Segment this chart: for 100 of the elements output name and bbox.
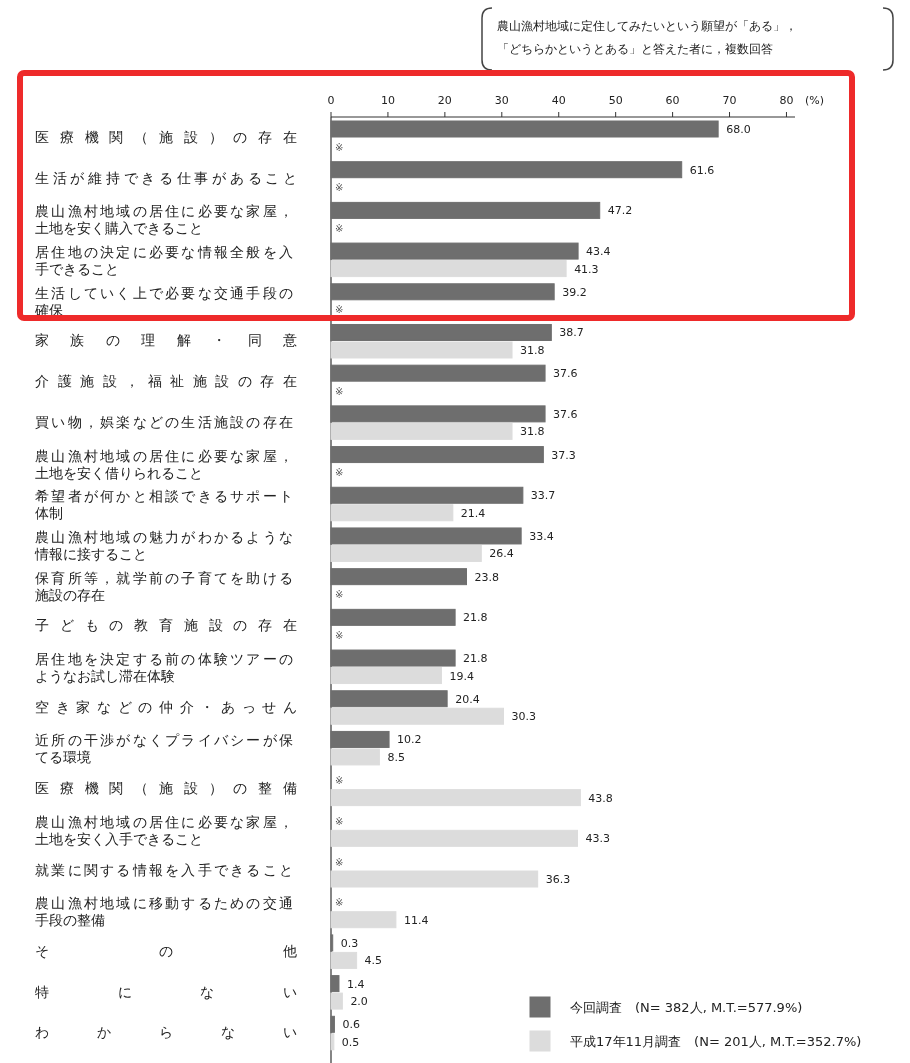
data-label: 26.4: [489, 547, 514, 561]
bar: [330, 911, 397, 929]
y-tick-label: 農山漁村地域に移動するための交通手段の整備: [35, 895, 293, 929]
data-label: 2.0: [350, 995, 368, 1009]
data-label: 23.8: [474, 570, 499, 584]
y-tick-label: 就業に関する情報を入手できること: [35, 861, 293, 878]
data-label: 11.4: [403, 913, 429, 927]
bar: [330, 120, 719, 138]
bar: [330, 364, 546, 382]
bar: [330, 283, 555, 301]
text: ※: [335, 141, 344, 153]
y-tick-label: 居住地の決定に必要な情報全般を入手できること: [35, 244, 293, 278]
y-tick-label: 農山漁村地域の魅力がわかるような情報に接すること: [34, 528, 293, 562]
x-tick-label: 10: [380, 94, 395, 107]
x-tick-label: 20: [437, 94, 452, 107]
y-tick-label: 家族の理解・同意: [35, 332, 297, 349]
y-tick-label: 農山漁村地域の居住に必要な家屋，土地を安く入手できること: [35, 813, 293, 847]
data-label: 19.4: [449, 669, 474, 683]
data-label: 37.6: [553, 407, 578, 421]
data-label: 0.3: [340, 936, 359, 950]
bar: [330, 341, 513, 359]
text: ※: [335, 629, 344, 641]
bar: [330, 568, 467, 586]
bar: [330, 748, 380, 766]
y-tick-label: 保育所等，就学前の子育てを助ける施設の存在: [35, 569, 293, 603]
y-tick-label: 農山漁村地域の居住に必要な家屋，土地を安く借りられること: [35, 447, 293, 481]
data-label: 31.8: [520, 343, 545, 357]
bar: [330, 951, 358, 969]
data-label: 21.8: [463, 652, 488, 666]
bar: [330, 504, 454, 522]
text: 農山漁村地域に定住してみたいという願望が「ある」，「どちらかというとある」と答えた者に，複数回答: [497, 19, 797, 56]
text: ※: [335, 385, 344, 397]
x-tick-label: 50: [608, 94, 623, 107]
y-tick-label: 希望者が何かと相談できるサポート体制: [35, 488, 293, 522]
data-label: 43.3: [585, 832, 611, 846]
bar: [330, 446, 544, 464]
bar: [330, 667, 442, 685]
data-label: 20.4: [455, 692, 480, 706]
y-tick-label: 子どもの教育施設の存在: [35, 617, 297, 634]
data-label: 4.5: [364, 954, 383, 968]
x-tick-label: 60: [665, 94, 680, 107]
data-label: 0.5: [341, 1035, 360, 1049]
data-label: 47.2: [607, 204, 633, 218]
y-tick-label: 特にない: [35, 983, 297, 1000]
text: ※: [335, 182, 344, 194]
data-label: 68.0: [726, 123, 751, 136]
data-label: 38.7: [559, 326, 584, 340]
bar: [330, 992, 343, 1010]
data-label: 37.3: [551, 448, 576, 462]
text: ※: [335, 467, 344, 479]
data-label: 10.2: [397, 733, 422, 747]
text: ※: [335, 897, 344, 909]
data-label: 33.7: [530, 489, 556, 503]
data-label: 31.8: [520, 425, 545, 439]
legend-label: 今回調査 (N= 382人, M.T.=577.9%): [570, 1000, 803, 1015]
bar: [330, 527, 522, 545]
bar: [330, 422, 513, 440]
y-tick-label: わからない: [35, 1024, 297, 1041]
text: ※: [335, 589, 344, 601]
x-tick-label: 40: [551, 94, 566, 107]
bar: [330, 730, 390, 748]
data-label: 41.3: [574, 262, 599, 276]
data-label: 37.6: [553, 367, 578, 381]
bar: [330, 544, 482, 562]
data-label: 39.2: [562, 285, 587, 299]
data-label: 8.5: [387, 750, 405, 764]
data-label: 43.8: [588, 791, 613, 805]
bar: [330, 829, 579, 847]
bar: [330, 975, 340, 993]
text: ※: [335, 304, 344, 316]
y-tick-label: 介護施設，福祉施設の存在: [35, 373, 297, 390]
data-label: 61.6: [689, 163, 715, 177]
y-tick-label: 買い物，娯楽などの生活施設の存在: [35, 413, 293, 430]
y-tick-label: 近所の干渉がなくプライバシーが保てる環境: [35, 732, 293, 766]
y-tick-label: 居住地を決定する前の体験ツアーのようなお試し滞在体験: [35, 651, 293, 685]
bar: [330, 1033, 335, 1051]
text: ※: [335, 222, 344, 234]
bar: [330, 789, 581, 807]
bar: [330, 405, 546, 423]
y-tick-label: その他: [35, 942, 297, 959]
y-tick-label: 空き家などの仲介・あっせん: [35, 698, 297, 715]
bar: [330, 1015, 335, 1033]
bar: [330, 649, 456, 667]
data-label: 43.4: [586, 245, 611, 259]
text: ※: [335, 856, 344, 868]
bar: [330, 870, 539, 888]
x-tick-label: 70: [722, 94, 737, 107]
x-tick-label: 30: [494, 94, 509, 107]
x-tick-label: 0: [327, 94, 335, 107]
bar: [330, 608, 456, 626]
bar: [330, 323, 552, 341]
x-tick-label: 80: [779, 94, 794, 107]
data-label: 0.6: [342, 1018, 360, 1032]
bar: [330, 707, 505, 725]
data-label: 30.3: [511, 710, 537, 724]
bar: [330, 486, 524, 504]
data-label: 33.4: [529, 529, 554, 543]
bar: [330, 201, 601, 219]
bar: [330, 260, 567, 278]
y-tick-label: 農山漁村地域の居住に必要な家屋，土地を安く購入できること: [35, 203, 293, 237]
